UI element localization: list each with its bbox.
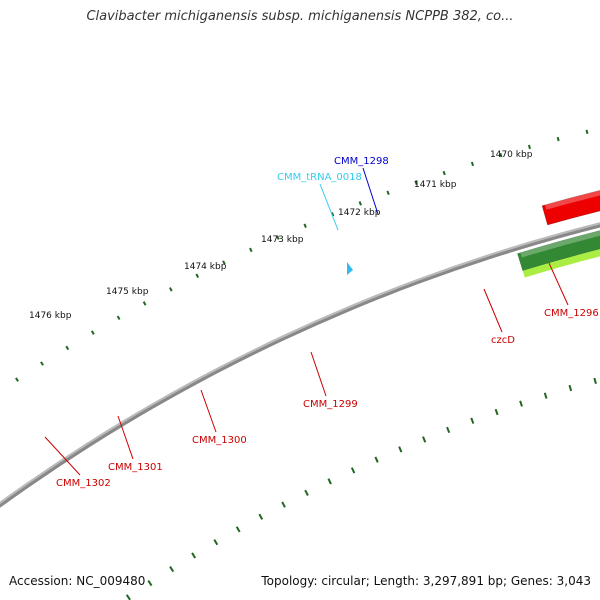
genome-summary: Topology: circular; Length: 3,297,891 bp… bbox=[261, 574, 591, 588]
backbone-ring bbox=[0, 222, 600, 508]
tick-mark bbox=[593, 377, 597, 385]
tick-mark bbox=[40, 361, 44, 366]
tick-mark bbox=[330, 212, 335, 217]
tick-mark bbox=[527, 144, 531, 150]
gene-features[interactable] bbox=[347, 138, 600, 390]
tick-mark bbox=[65, 345, 70, 351]
tick-mark bbox=[258, 513, 264, 520]
leader-line bbox=[548, 262, 569, 306]
tick-mark bbox=[470, 417, 475, 424]
outer-tick-ring bbox=[15, 129, 589, 382]
gene-label[interactable]: CMM_1302 bbox=[56, 478, 111, 489]
tick-mark bbox=[470, 161, 475, 167]
tick-mark bbox=[543, 392, 548, 399]
kbp-label: 1470 kbp bbox=[490, 150, 533, 160]
tick-mark bbox=[276, 235, 280, 240]
tick-mark bbox=[169, 566, 175, 573]
tick-mark bbox=[195, 273, 200, 279]
tick-mark bbox=[303, 223, 307, 228]
trna-marker[interactable] bbox=[347, 262, 353, 275]
tick-mark bbox=[142, 301, 147, 306]
kbp-label: 1473 kbp bbox=[261, 235, 304, 245]
tick-mark bbox=[494, 408, 499, 416]
tick-mark bbox=[499, 152, 503, 158]
tick-mark bbox=[90, 330, 95, 335]
leader-line bbox=[310, 351, 327, 397]
gene-label[interactable]: czcD bbox=[491, 335, 515, 346]
tick-mark bbox=[374, 456, 379, 463]
gene-label[interactable]: CMM_1298 bbox=[334, 156, 389, 167]
tick-mark bbox=[556, 136, 560, 142]
leader-line bbox=[44, 436, 81, 476]
backbone-highlight bbox=[0, 222, 600, 505]
map-title: Clavibacter michiganensis subsp. michiga… bbox=[86, 9, 514, 24]
tick-mark bbox=[358, 201, 362, 206]
genome-backbone bbox=[0, 222, 600, 508]
tick-mark bbox=[327, 478, 332, 485]
kbp-labels: 1470 kbp 1471 kbp 1472 kbp 1473 kbp 1474 kbp… bbox=[29, 150, 533, 321]
gene-labels: CMM_1298 CMM_tRNA_0018 czcD CMM_1296 CMM_129… bbox=[44, 156, 599, 489]
gene-label[interactable]: CMM_1300 bbox=[192, 435, 247, 446]
leader-line bbox=[362, 167, 379, 215]
kbp-label: 1475 kbp bbox=[106, 287, 149, 297]
cds-upper-f-shine bbox=[545, 190, 600, 210]
tick-mark bbox=[281, 501, 286, 508]
kbp-label: 1476 kbp bbox=[29, 311, 72, 321]
leader-line bbox=[319, 183, 339, 231]
leader-line bbox=[200, 389, 217, 433]
gene-label[interactable]: CMM_1301 bbox=[108, 462, 163, 473]
tick-mark bbox=[414, 180, 418, 185]
tick-mark bbox=[304, 489, 309, 496]
cds-CMM_1302-shine bbox=[520, 230, 600, 258]
tick-mark bbox=[147, 579, 153, 587]
tick-mark bbox=[222, 260, 226, 265]
gene-label[interactable]: CMM_1299 bbox=[303, 399, 358, 410]
accession-label: Accession: NC_009480 bbox=[9, 574, 146, 588]
tick-mark bbox=[15, 377, 19, 382]
tick-mark bbox=[116, 315, 121, 321]
tick-mark bbox=[568, 384, 573, 392]
tick-mark bbox=[249, 247, 253, 253]
tick-mark bbox=[235, 526, 241, 533]
kbp-label: 1474 kbp bbox=[184, 262, 227, 272]
tick-mark bbox=[191, 552, 197, 559]
tick-mark bbox=[386, 190, 390, 196]
leader-line bbox=[117, 415, 134, 460]
kbp-label: 1472 kbp bbox=[338, 208, 381, 218]
kbp-label: 1471 kbp bbox=[414, 180, 457, 190]
tick-mark bbox=[213, 539, 219, 546]
tick-mark bbox=[398, 446, 403, 453]
cds-upper-f[interactable] bbox=[541, 179, 600, 226]
tick-mark bbox=[169, 287, 173, 292]
inner-tick-ring bbox=[125, 377, 597, 600]
gene-label[interactable]: CMM_1296 bbox=[544, 308, 599, 319]
tick-mark bbox=[442, 170, 446, 176]
tick-mark bbox=[585, 129, 589, 134]
leader-line bbox=[483, 288, 503, 333]
tick-mark bbox=[350, 467, 356, 474]
lime-strip bbox=[522, 249, 600, 278]
tick-mark bbox=[422, 436, 427, 443]
tick-mark bbox=[519, 400, 523, 407]
tick-mark bbox=[446, 426, 451, 434]
gene-label[interactable]: CMM_tRNA_0018 bbox=[277, 172, 362, 183]
tick-mark bbox=[125, 594, 131, 600]
